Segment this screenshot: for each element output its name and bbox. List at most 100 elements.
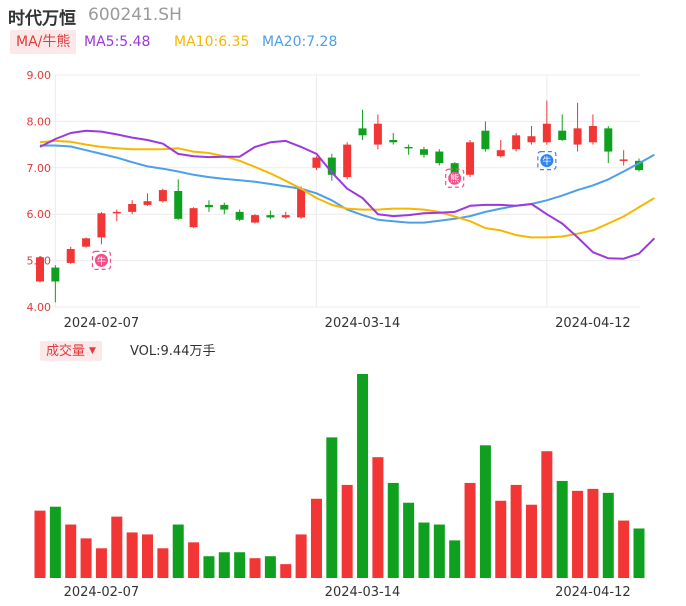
marker-frame [91,250,112,270]
candle-body [158,190,167,202]
candle [235,209,244,222]
volume-bar [479,445,491,578]
candle-body [266,215,275,218]
candle-body [297,188,306,218]
candle [481,121,490,152]
date-tick-label: 2024-04-12 [555,585,631,600]
date-tick-label: 2024-04-12 [555,316,631,331]
candle-body [343,144,352,178]
candle [404,144,413,155]
volume-bar [357,374,369,578]
candle-body [220,204,229,210]
volume-bar [80,538,92,578]
marker-glyph: 熊 [450,173,459,185]
candle [373,114,382,150]
volume-indicator-label: 成交量 [46,344,86,359]
volume-bar [495,500,507,578]
price-tick-label: 8.00 [27,115,52,128]
volume-bar [341,484,353,578]
candle-body [466,142,475,175]
candle [327,153,336,181]
stock-name: 时代万恒 [8,9,76,29]
volume-bar [111,516,123,578]
ma10-line [39,139,655,239]
candle-body [251,215,260,223]
candle [158,188,167,203]
candle [604,126,613,164]
candle [573,102,582,152]
candle-body [51,267,60,282]
ma20-legend: MA20:7.28 [262,34,338,50]
candle-body [604,128,613,152]
price-tick-label: 7.00 [27,162,52,175]
bull-marker-icon: 牛 [537,151,557,171]
volume-bar [541,451,553,578]
candle-body [327,157,336,175]
price-tick-label: 6.00 [27,208,52,221]
candle-body [189,208,198,228]
volume-bar [234,552,246,578]
candle [635,158,643,172]
bear-marker-icon: 熊 [445,168,465,188]
candle [389,133,398,145]
volume-bar [172,524,184,578]
candle [588,114,597,145]
candle-body [573,128,582,145]
candle-body [588,126,597,143]
candle [312,156,321,171]
candle-body [358,128,367,136]
volume-bar [280,564,292,578]
candle-body [97,213,106,238]
candle-body [635,160,643,171]
candle [619,150,628,166]
candle-body [450,163,459,174]
ma-indicator-button[interactable]: MA/牛熊 [10,30,77,54]
candle-body [235,211,244,220]
date-tick-label: 2024-02-07 [64,585,140,600]
stock-code: 600241.SH [88,5,182,25]
candle [143,193,152,206]
volume-bar [464,482,476,578]
candle [174,179,183,220]
candle [97,211,106,245]
volume-bar [65,524,77,578]
candle [558,114,567,141]
volume-indicator-button[interactable]: 成交量 ▼ [40,341,102,361]
candle-body [389,139,398,143]
ma10-legend: MA10:6.35 [174,34,250,50]
volume-bar [510,484,522,578]
volume-bar [203,556,215,578]
candle [343,142,352,180]
price-tick-label: 9.00 [27,69,52,82]
candle-body [36,257,44,282]
candle-body [419,149,428,155]
volume-bar [418,522,430,578]
candle [496,139,505,158]
candle-body [143,201,152,205]
candle-body [481,130,490,150]
volume-bar [433,524,445,578]
volume-value: VOL:9.44万手 [130,344,216,359]
candle-body [512,135,521,150]
candle [112,209,121,222]
ma5-line [39,129,656,260]
candle [419,146,428,158]
volume-bar [95,548,107,578]
date-tick-label: 2024-03-14 [325,316,401,331]
volume-bar [602,492,614,578]
marker-frame [537,151,557,171]
candle [204,200,213,212]
candle [527,126,536,145]
volume-bar [387,482,399,578]
ma5-legend: MA5:5.48 [84,34,151,50]
candle [266,210,275,219]
volume-bar [218,552,230,578]
volume-bar [49,506,61,578]
candle-body [281,215,290,218]
volume-bar [403,502,415,578]
candle [66,246,75,264]
volume-bar [525,504,537,578]
volume-bar [633,528,645,578]
volume-bar [618,520,630,578]
